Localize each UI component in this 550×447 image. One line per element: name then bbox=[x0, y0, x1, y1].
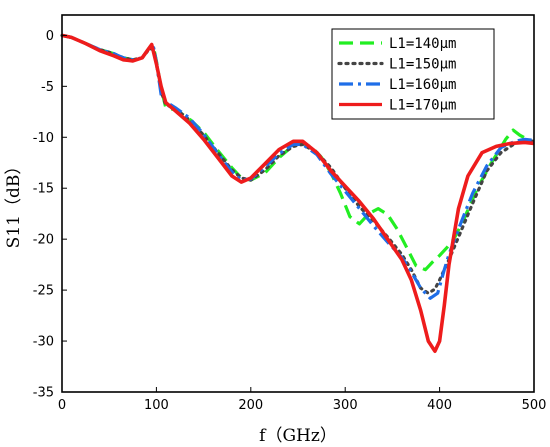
x-tick-label: 300 bbox=[333, 398, 358, 413]
x-tick-label: 400 bbox=[427, 398, 452, 413]
legend-label-2: L1=150μm bbox=[389, 57, 456, 73]
y-axis-title: S11（dB） bbox=[4, 158, 24, 249]
y-tick-label: -5 bbox=[41, 80, 54, 95]
y-tick-label: -15 bbox=[33, 182, 54, 197]
x-tick-label: 0 bbox=[58, 398, 66, 413]
y-tick-label: -10 bbox=[33, 131, 54, 146]
y-tick-label: -30 bbox=[33, 335, 54, 350]
axis-ticks: 0 100 200 300 400 500 0 -5 -10 -15 -20 -25 -30 -35 bbox=[33, 29, 547, 413]
y-tick-label: -25 bbox=[33, 284, 54, 299]
x-axis-title: f（GHz） bbox=[259, 426, 337, 446]
plot-area bbox=[60, 33, 536, 354]
legend-label-3: L1=160μm bbox=[389, 77, 456, 93]
x-tick-label: 500 bbox=[522, 398, 547, 413]
legend: L1=140μm L1=150μm L1=160μm L1=170μm bbox=[331, 28, 495, 120]
plot-frame bbox=[61, 14, 535, 393]
y-tick-label: -20 bbox=[33, 233, 54, 248]
legend-label-1: L1=140μm bbox=[389, 36, 456, 52]
series-line-2 bbox=[60, 33, 536, 295]
y-tick-label: -35 bbox=[33, 386, 54, 401]
x-tick-label: 200 bbox=[238, 398, 263, 413]
legend-label-4: L1=170μm bbox=[389, 98, 456, 114]
x-tick-label: 100 bbox=[144, 398, 169, 413]
series-line-4 bbox=[61, 33, 535, 354]
y-tick-label: 0 bbox=[46, 29, 54, 44]
